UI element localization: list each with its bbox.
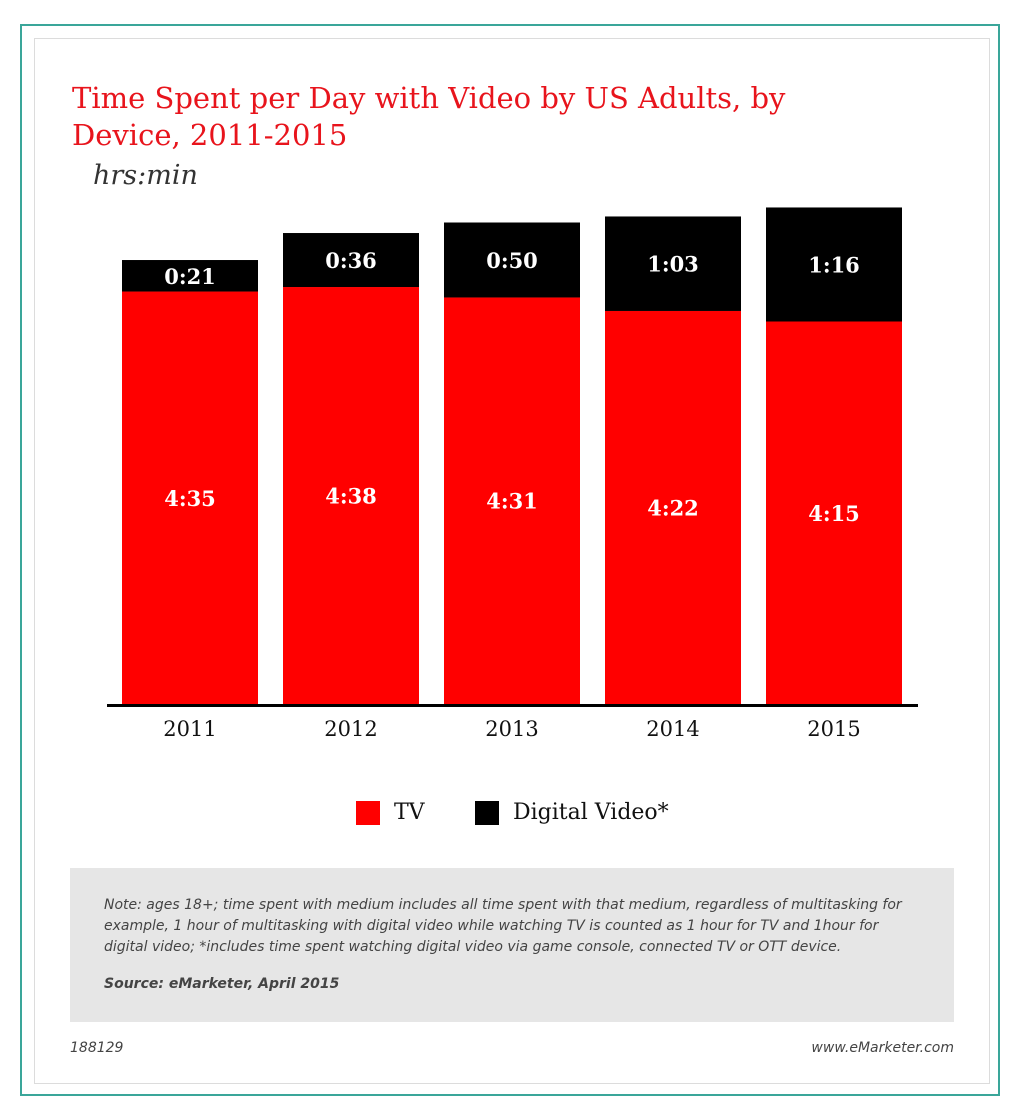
data-label-digital-video-2014: 1:03 [647,252,699,277]
legend-swatch-digital-video [475,800,499,825]
data-label-digital-video-2011: 0:21 [164,264,216,289]
stacked-bar-chart: 4:35 0:21 2011 4:38 0:36 2012 4:31 0:50 2013 4:22… [107,207,918,741]
source-text: Source: eMarketer, April 2015 [104,976,340,992]
data-label-tv-2014: 4:22 [647,495,699,520]
x-tick-label-2012: 2012 [324,717,377,741]
data-label-tv-2013: 4:31 [486,489,538,514]
notes-panel: Note: ages 18+; time spent with medium i… [70,868,954,1022]
data-label-tv-2012: 4:38 [325,484,377,509]
bar-tv-2015 [766,321,902,704]
bar-tv-2012 [283,287,419,704]
chart-title: Time Spent per Day with Video by US Adul… [72,81,786,152]
x-tick-label-2011: 2011 [163,717,216,741]
chart-inner-frame [34,38,990,1084]
bar-tv-2013 [444,297,580,704]
legend-label-tv: TV [394,800,425,825]
x-tick-label-2013: 2013 [485,717,538,741]
legend-swatch-tv [356,800,380,825]
legend-label-digital-video: Digital Video* [513,800,669,825]
bar-tv-2011 [122,291,258,704]
data-label-digital-video-2012: 0:36 [325,248,377,273]
chart-subtitle: hrs:min [93,160,198,191]
legend-item-digital-video: Digital Video* [475,800,669,825]
x-tick-label-2015: 2015 [807,717,860,741]
bar-tv-2014 [605,310,741,704]
bar-digital-video-2012 [283,233,419,288]
chart-id: 188129 [70,1040,124,1056]
legend-item-tv: TV [356,800,425,825]
data-label-digital-video-2015: 1:16 [808,252,860,277]
bar-digital-video-2013 [444,222,580,298]
bar-digital-video-2011 [122,260,258,292]
x-tick-label-2014: 2014 [646,717,699,741]
bar-digital-video-2015 [766,207,902,322]
data-label-tv-2015: 4:15 [808,501,860,526]
site-link[interactable]: www.eMarketer.com [811,1040,954,1056]
chart-legend: TV Digital Video* [0,800,1024,832]
data-label-digital-video-2013: 0:50 [486,248,538,273]
data-label-tv-2011: 4:35 [164,486,216,511]
note-text: Note: ages 18+; time spent with medium i… [104,897,902,955]
bar-digital-video-2014 [605,216,741,311]
